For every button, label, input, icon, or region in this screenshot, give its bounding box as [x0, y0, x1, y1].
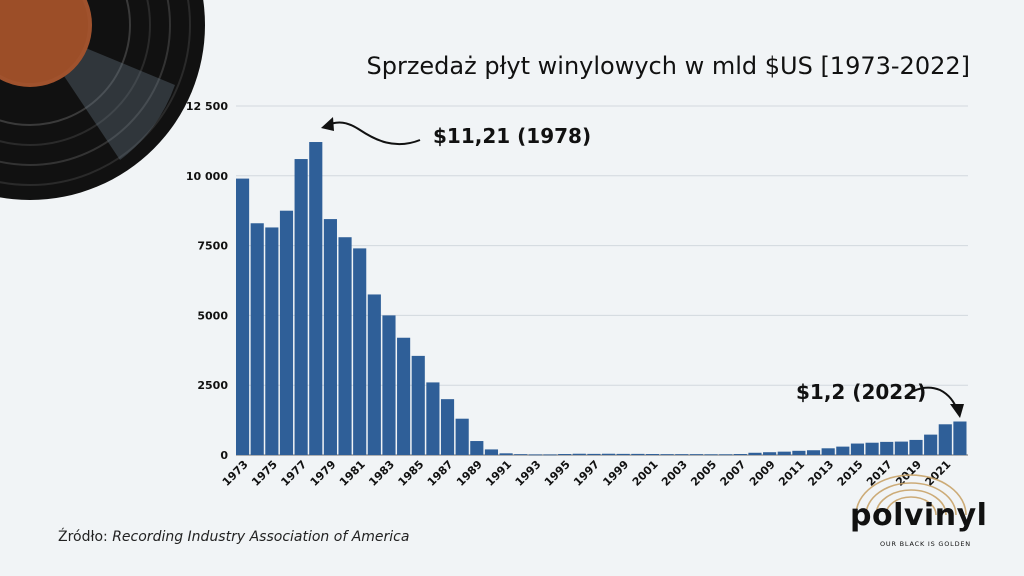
bar-1995	[558, 454, 572, 455]
bar-1982	[367, 294, 381, 455]
x-tick-label: 1999	[600, 458, 631, 489]
bar-2020	[924, 434, 938, 455]
bar-2004	[689, 454, 703, 455]
x-tick-label: 1995	[542, 458, 573, 489]
x-tick-label: 1983	[366, 458, 397, 489]
bar-2002	[660, 454, 674, 455]
bar-1979	[323, 219, 337, 455]
bar-1986	[426, 382, 440, 455]
y-tick-label: 10 000	[186, 170, 228, 183]
bar-1991	[499, 453, 513, 455]
bar-1974	[250, 223, 264, 455]
bar-1975	[265, 227, 279, 455]
x-tick-label: 2001	[630, 458, 661, 489]
bar-2014	[836, 446, 850, 455]
bar-2021	[938, 424, 952, 455]
x-tick-label: 1985	[396, 458, 427, 489]
bar-1985	[411, 355, 425, 455]
bar-2005	[704, 454, 718, 456]
bar-1976	[279, 210, 294, 455]
x-tick-label: 1977	[278, 458, 309, 489]
x-tick-label: 1987	[425, 458, 456, 489]
bar-2018	[894, 441, 908, 455]
bar-1983	[382, 315, 396, 455]
bar-2016	[865, 442, 879, 455]
bar-1997	[587, 453, 601, 455]
bar-1992	[514, 454, 528, 455]
peak-arrow	[324, 121, 421, 146]
source-note: Źródło: Recording Industry Association o…	[58, 529, 409, 545]
polvinyl-logo-icon	[855, 474, 967, 516]
bar-1996	[572, 453, 586, 455]
bar-1987	[440, 399, 455, 455]
bar-2008	[748, 452, 762, 455]
x-tick-label: 1991	[483, 458, 514, 489]
x-tick-label: 1993	[513, 458, 544, 489]
bar-1980	[338, 237, 352, 455]
y-tick-label: 7500	[197, 240, 228, 253]
bar-1993	[528, 454, 542, 456]
x-tick-label: 1997	[571, 458, 602, 489]
x-tick-label: 2013	[805, 458, 836, 489]
latest-annotation: $1,2 (2022)	[796, 380, 927, 404]
bar-2007	[733, 454, 747, 455]
x-tick-label: 2005	[688, 458, 719, 489]
peak-annotation: $11,21 (1978)	[433, 124, 592, 148]
bar-1998	[602, 453, 616, 455]
bar-2006	[719, 454, 733, 456]
bar-1984	[397, 337, 411, 455]
bar-2000	[631, 453, 645, 455]
x-tick-label: 1973	[220, 458, 251, 489]
bar-1989	[470, 441, 484, 455]
vinyl-record-icon	[0, 0, 205, 200]
source-prefix: Źródło:	[58, 529, 113, 545]
x-tick-label: 2009	[747, 458, 778, 489]
y-tick-label: 5000	[197, 309, 228, 322]
x-tick-label: 1989	[454, 458, 485, 489]
source-name: Recording Industry Association of Americ…	[112, 529, 410, 545]
y-tick-label: 0	[220, 449, 228, 462]
bar-1994	[543, 454, 557, 456]
bar-1978	[309, 142, 323, 455]
bar-1990	[484, 449, 499, 455]
bar-2009	[763, 452, 777, 455]
x-tick-label: 1979	[308, 458, 339, 489]
x-tick-label: 1975	[249, 458, 280, 489]
bar-1977	[294, 159, 308, 456]
chart-title: Sprzedaż płyt winylowych w mld $US [1973…	[366, 52, 970, 80]
y-tick-label: 2500	[197, 379, 228, 392]
x-tick-label: 1981	[337, 458, 368, 489]
bar-1981	[353, 248, 367, 455]
x-tick-label: 2007	[718, 458, 749, 489]
peak-arrowhead	[321, 117, 334, 131]
bar-2013	[821, 448, 835, 455]
bar-2022	[953, 421, 967, 455]
bar-2001	[645, 454, 660, 455]
x-tick-label: 2011	[776, 458, 807, 489]
bar-2012	[806, 450, 821, 455]
bar-1973	[236, 178, 250, 455]
y-tick-label: 12 500	[186, 100, 228, 113]
bar-2015	[850, 443, 865, 455]
bar-2017	[880, 441, 894, 455]
bar-2010	[777, 451, 791, 455]
bar-2003	[675, 454, 689, 455]
logo-tagline: OUR BLACK IS GOLDEN	[880, 540, 971, 548]
bar-1999	[616, 453, 630, 455]
latest-arrowhead	[950, 404, 964, 418]
x-tick-label: 2003	[659, 458, 690, 489]
bar-2019	[909, 439, 923, 455]
bar-1988	[455, 418, 469, 455]
bar-2011	[792, 450, 806, 455]
logo-wordmark: polvinyl	[850, 498, 988, 533]
